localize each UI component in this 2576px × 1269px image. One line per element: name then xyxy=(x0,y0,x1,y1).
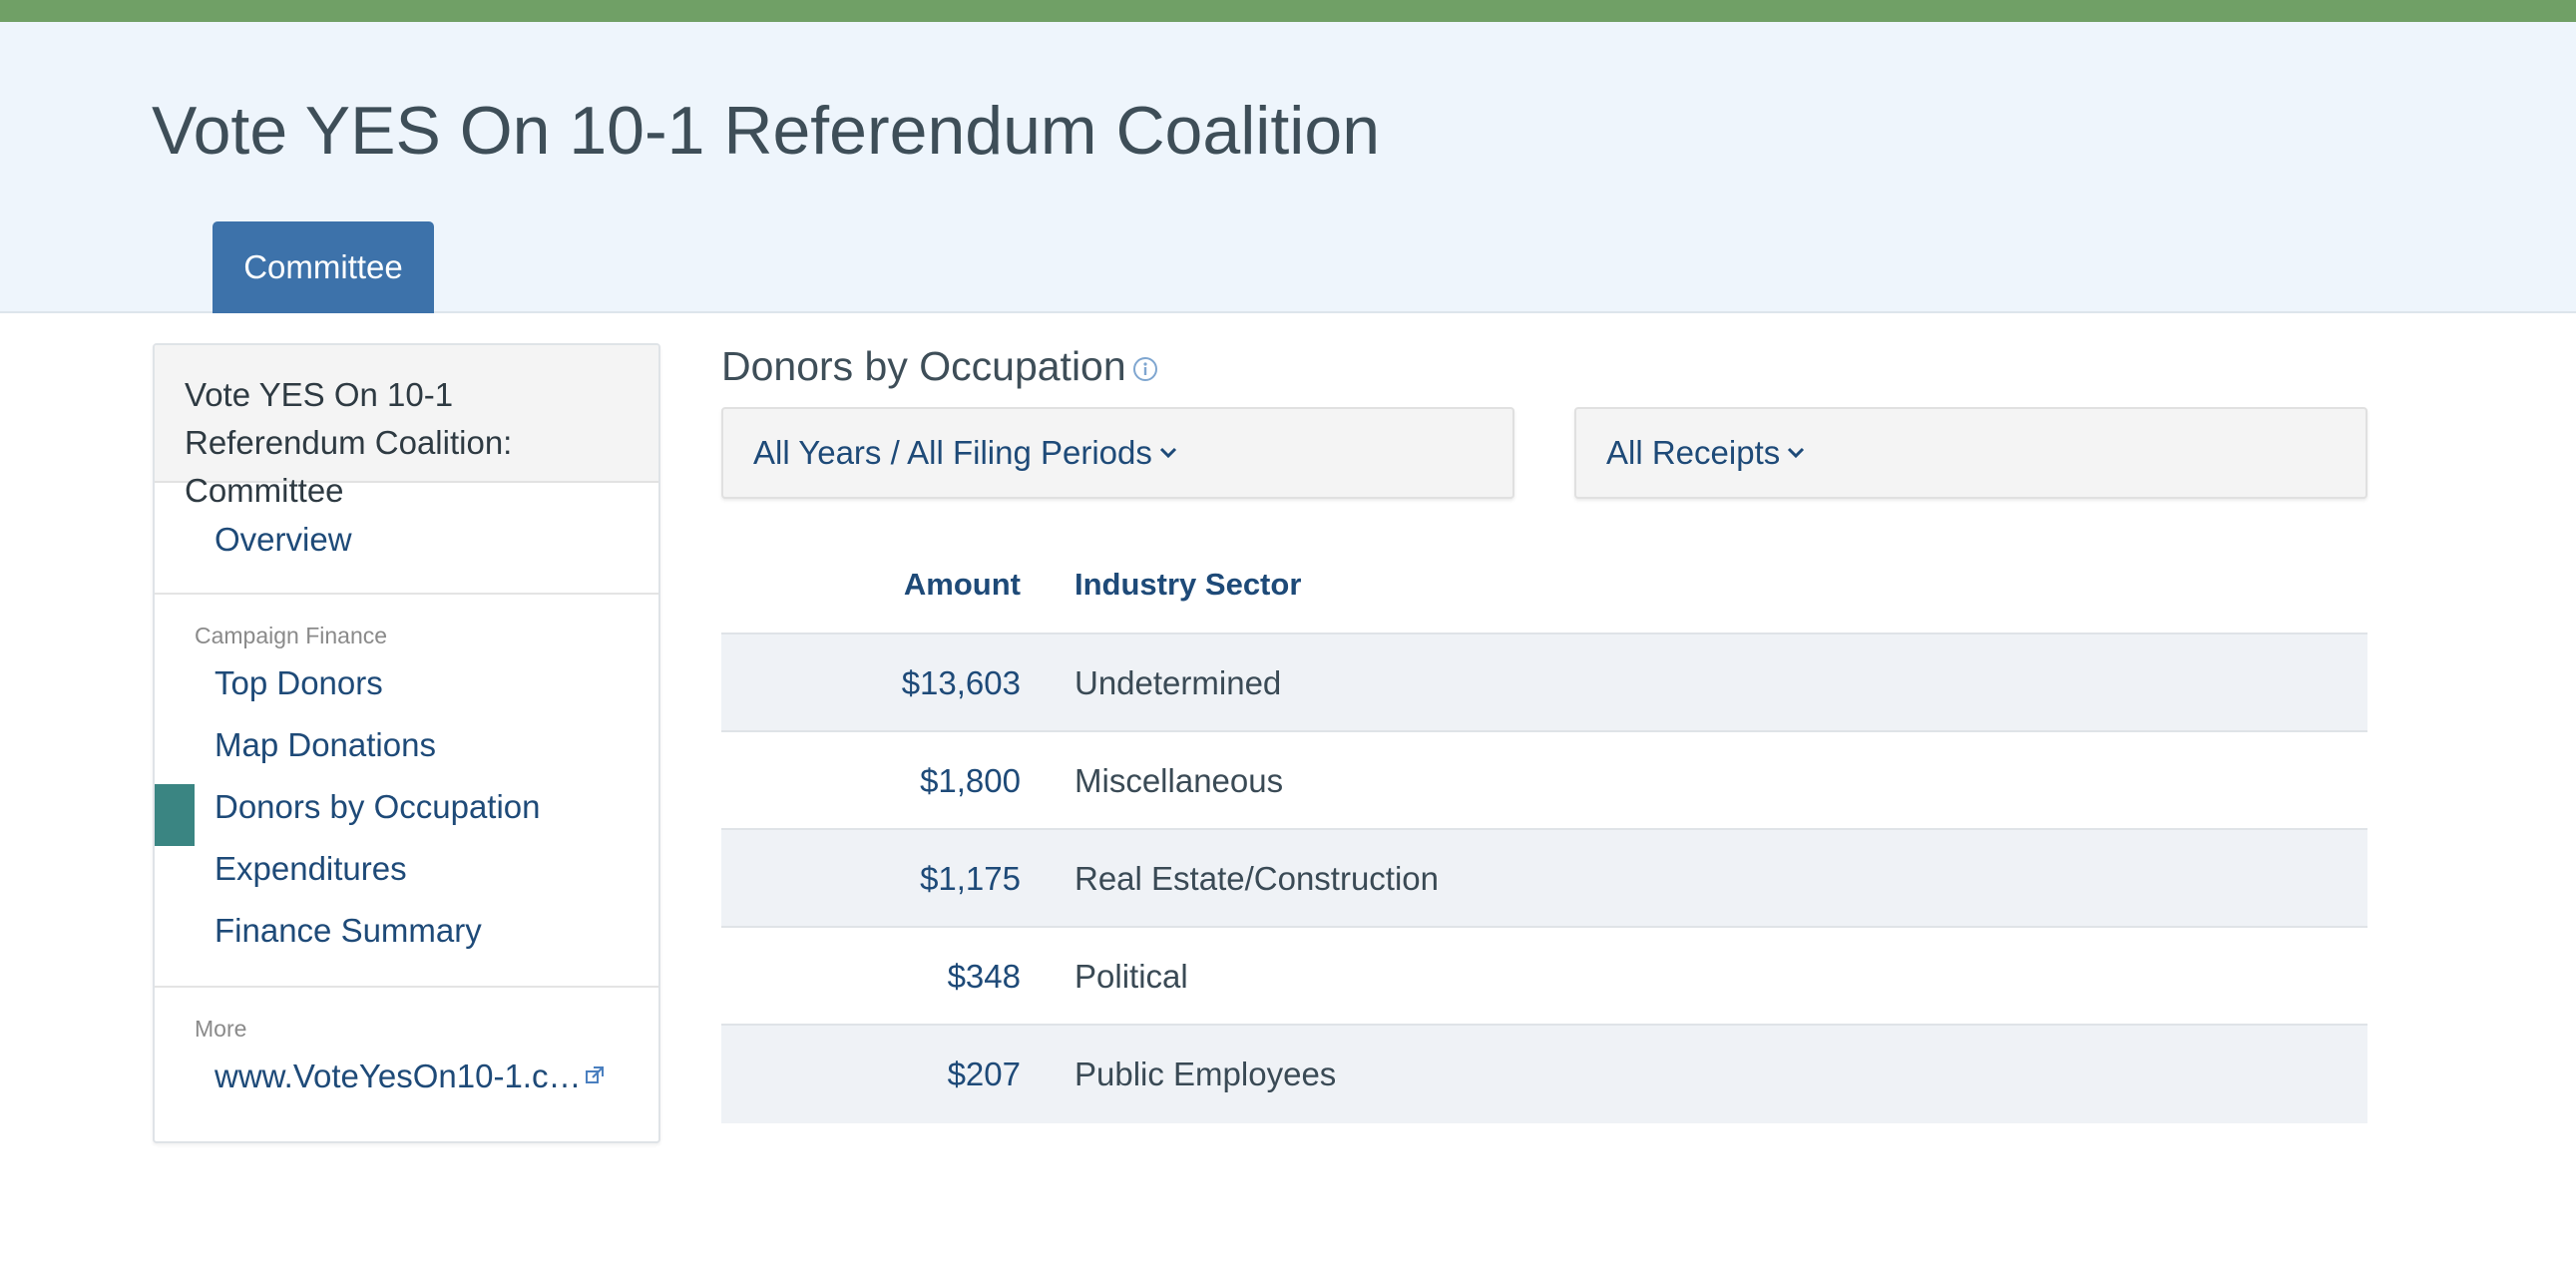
receipts-value: All Receipts xyxy=(1606,434,1781,471)
sidebar-divider xyxy=(155,986,658,988)
sidebar-item-expenditures[interactable]: Expenditures xyxy=(215,850,407,887)
sector-cell: Miscellaneous xyxy=(1074,762,1284,799)
external-link-icon xyxy=(586,1066,605,1083)
info-circle-icon[interactable] xyxy=(1132,356,1158,382)
amount-cell: $348 xyxy=(947,958,1021,995)
chevron-down-icon xyxy=(1159,447,1176,459)
sidebar-item-finance-summary[interactable]: Finance Summary xyxy=(215,912,482,949)
column-header-industry-sector[interactable]: Industry Sector xyxy=(1074,567,1302,602)
sidebar-item-top-donors[interactable]: Top Donors xyxy=(215,664,383,701)
sector-cell: Real Estate/Construction xyxy=(1074,860,1440,897)
website-link-label: www.VoteYesOn10-1.c… xyxy=(215,1058,582,1094)
sidebar-section-more: More xyxy=(195,1016,247,1042)
tab-committee-label: Committee xyxy=(243,248,403,285)
sidebar-item-map-donations[interactable]: Map Donations xyxy=(215,726,436,763)
filing-period-value: All Years / All Filing Periods xyxy=(753,434,1152,471)
sector-cell: Public Employees xyxy=(1074,1056,1337,1092)
sidebar-item-donors-by-occupation[interactable]: Donors by Occupation xyxy=(215,788,541,825)
amount-cell: $207 xyxy=(947,1056,1021,1092)
sidebar-item-overview[interactable]: Overview xyxy=(215,521,352,558)
table-row: $1,800 Miscellaneous xyxy=(721,732,2367,830)
top-accent-bar xyxy=(0,0,2576,22)
filing-period-dropdown[interactable]: All Years / All Filing Periods xyxy=(721,407,1514,499)
section-title: Donors by Occupation xyxy=(721,343,1158,390)
amount-cell: $1,175 xyxy=(920,860,1021,897)
table-row: $348 Political xyxy=(721,928,2367,1026)
table-row: $1,175 Real Estate/Construction xyxy=(721,830,2367,928)
active-item-marker xyxy=(155,784,195,846)
sidebar-section-campaign-finance: Campaign Finance xyxy=(195,623,388,648)
sidebar-item-website[interactable]: www.VoteYesOn10-1.c… xyxy=(215,1058,605,1095)
chevron-down-icon xyxy=(1788,447,1805,459)
table-header: Amount Industry Sector xyxy=(721,539,2367,634)
tab-committee[interactable]: Committee xyxy=(213,221,434,313)
sidebar-heading: Vote YES On 10-1 Referendum Coalition: C… xyxy=(155,345,658,509)
section-title-text: Donors by Occupation xyxy=(721,343,1126,389)
sidebar-divider xyxy=(155,593,658,595)
column-header-amount[interactable]: Amount xyxy=(903,567,1021,602)
receipts-dropdown[interactable]: All Receipts xyxy=(1574,407,2367,499)
donors-table: Amount Industry Sector $13,603 Undetermi… xyxy=(721,539,2367,1123)
amount-cell: $13,603 xyxy=(901,664,1021,701)
table-row: $207 Public Employees xyxy=(721,1026,2367,1123)
page-title: Vote YES On 10-1 Referendum Coalition xyxy=(152,93,1381,169)
page-header: Vote YES On 10-1 Referendum Coalition Co… xyxy=(0,22,2576,313)
sector-cell: Political xyxy=(1074,958,1188,995)
sidebar: Vote YES On 10-1 Referendum Coalition: C… xyxy=(153,343,660,1143)
table-row: $13,603 Undetermined xyxy=(721,634,2367,732)
amount-cell: $1,800 xyxy=(920,762,1021,799)
sector-cell: Undetermined xyxy=(1074,664,1282,701)
